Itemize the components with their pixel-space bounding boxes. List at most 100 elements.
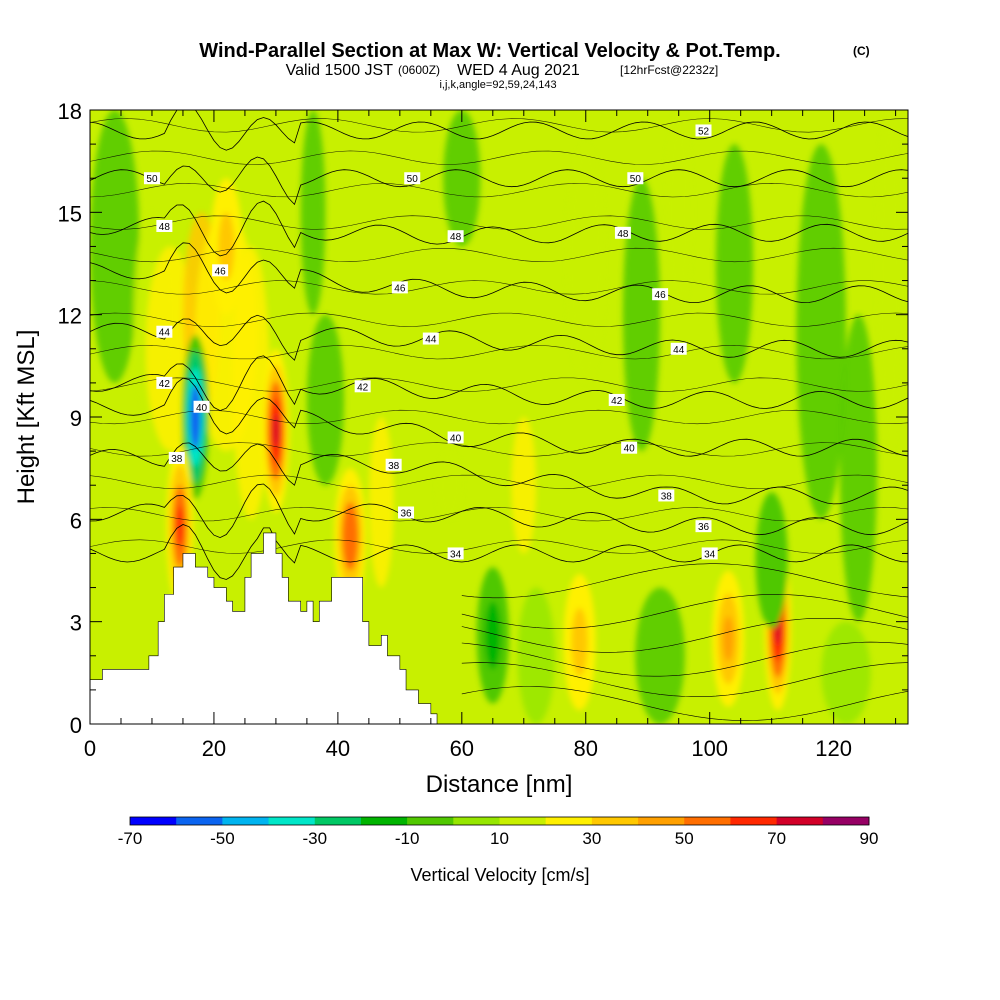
velocity-feature-5-level-2 [722,615,734,662]
theta-contour-34 [90,524,908,580]
theta-label-1: 34 [704,549,716,560]
theta-label-19: 48 [159,222,171,233]
colorbar-swatch-11 [638,817,685,825]
colorbar-tick-label-3: -10 [395,829,420,848]
theta-label-bg-11 [354,380,371,393]
velocity-streak-6 [300,110,326,315]
colorbar-swatch-1 [176,817,223,825]
theta-contour-mid-12 [90,150,908,165]
theta-label-bg-19 [156,219,173,232]
colorbar-tick-label-4: 10 [490,829,509,848]
velocity-streak-16 [839,314,878,622]
theta-label-13: 44 [159,328,171,339]
theta-label-bg-15 [670,342,687,355]
x-tick-label-60: 60 [450,736,474,761]
y-tick-label-12: 12 [58,304,82,329]
velocity-streak-8 [368,417,394,588]
theta-contour-44 [90,314,908,361]
chart-subtitle-forecast: [12hrFcst@2232z] [620,63,718,77]
theta-label-24: 50 [630,174,642,185]
vertical-velocity-field [90,110,902,724]
velocity-streak-7 [306,314,345,486]
theta-label-bg-23 [404,172,421,185]
theta-label-5: 38 [388,461,400,472]
chart-subtitle-zulu: (0600Z) [398,63,440,77]
velocity-streak-5 [232,246,270,520]
theta-label-21: 48 [617,229,629,240]
y-axis-label: Height [Kft MSL] [13,330,40,505]
colorbar-tick-label-8: 90 [860,829,879,848]
theta-contour-52 [90,110,908,151]
velocity-feature-7-level-1 [484,601,501,670]
x-tick-label-20: 20 [202,736,226,761]
theta-contour-low-d [461,618,908,653]
chart-title: Wind-Parallel Section at Max W: Vertical… [199,40,780,62]
velocity-feature-6-level-1 [571,608,588,677]
x-axis-label: Distance [nm] [426,771,573,798]
colorbar-tick-label-1: -50 [210,829,235,848]
theta-label-0: 34 [450,549,462,560]
theta-contour-mid-0 [90,539,908,554]
theta-label-11: 42 [357,382,369,393]
theta-contour-low-a [461,686,908,721]
colorbar-label: Vertical Velocity [cm/s] [410,865,589,885]
colorbar-tick-label-5: 30 [582,829,601,848]
theta-contour-48 [90,200,908,257]
velocity-streak-0 [90,110,140,383]
theta-label-bg-24 [627,172,644,185]
velocity-streak-12 [622,178,661,452]
theta-label-bg-17 [391,281,408,294]
x-tick-label-0: 0 [84,736,96,761]
theta-label-23: 50 [407,174,419,185]
chart-title-mark: (C) [853,44,870,58]
velocity-streak-10 [511,417,537,554]
velocity-streak-15 [796,144,847,520]
theta-label-16: 46 [215,266,227,277]
theta-label-20: 48 [450,232,462,243]
theta-label-bg-6 [658,489,675,502]
velocity-streak-13 [666,110,692,315]
theta-contour-46 [90,242,908,304]
colorbar-swatch-7 [453,817,500,825]
colorbar-swatch-5 [360,817,408,825]
theta-contour-mid-3 [90,442,908,457]
theta-label-9: 40 [624,444,636,455]
theta-contour-mid-7 [90,312,908,327]
y-tick-label-6: 6 [70,508,82,533]
theta-contour-labels: 34 34 36 36 38 38 38 40 40 40 42 42 42 44 44 44 46 46 46 48… [143,124,718,560]
colorbar-swatch-15 [822,817,870,825]
y-tick-label-18: 18 [58,99,82,124]
velocity-streak-17 [877,110,902,452]
velocity-streak-20 [635,587,685,724]
colorbar-swatch-14 [776,817,824,825]
colorbar-frame [129,816,870,826]
colorbar: -70 -50 -30 -10 10 30 50 70 90 [118,816,879,848]
plot-area: 34 34 36 36 38 38 38 40 40 40 42 42 42 44 44 44 46 46 46 48… [90,110,908,724]
theta-label-bg-4 [168,451,185,464]
velocity-streak-21 [821,621,871,724]
colorbar-tick-label-0: -70 [118,829,143,848]
theta-label-bg-0 [447,547,464,560]
chart-subtitle-date: WED 4 Aug 2021 [457,62,580,79]
velocity-streak-9 [437,451,462,520]
colorbar-swatch-10 [591,817,639,825]
theta-contour-mid-4 [90,409,908,425]
theta-contour-low-c [461,641,908,677]
y-tick-label-3: 3 [70,611,82,636]
colorbar-tick-label-2: -30 [302,829,327,848]
chart-subtitle-valid: Valid 1500 JST [286,62,394,79]
y-tick-label-9: 9 [70,406,82,431]
theta-contour-mid-13 [90,118,908,133]
x-tick-label-80: 80 [574,736,598,761]
y-tick-label-0: 0 [70,713,82,738]
colorbar-tick-label-7: 70 [767,829,786,848]
colorbar-swatch-8 [499,817,547,825]
theta-label-bg-14 [422,332,439,345]
velocity-streak-11 [567,144,605,383]
theta-label-4: 38 [171,454,183,465]
theta-label-bg-16 [212,264,229,277]
theta-contour-mid-6 [90,345,908,360]
theta-contour-mid-9 [90,247,908,263]
